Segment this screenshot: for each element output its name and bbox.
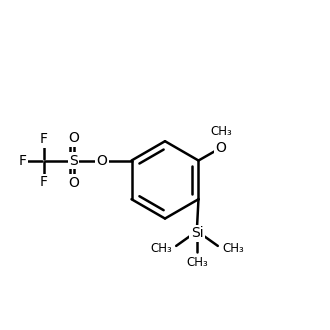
Text: O: O (96, 153, 107, 168)
Text: O: O (68, 131, 79, 145)
Text: CH₃: CH₃ (210, 125, 232, 138)
Text: CH₃: CH₃ (150, 242, 172, 255)
Text: F: F (40, 132, 48, 146)
Text: CH₃: CH₃ (222, 242, 244, 255)
Text: S: S (69, 153, 78, 168)
Text: O: O (215, 141, 226, 155)
Text: O: O (68, 176, 79, 190)
Text: CH₃: CH₃ (186, 256, 208, 269)
Text: F: F (18, 153, 26, 168)
Text: Si: Si (191, 226, 203, 241)
Text: F: F (40, 175, 48, 189)
